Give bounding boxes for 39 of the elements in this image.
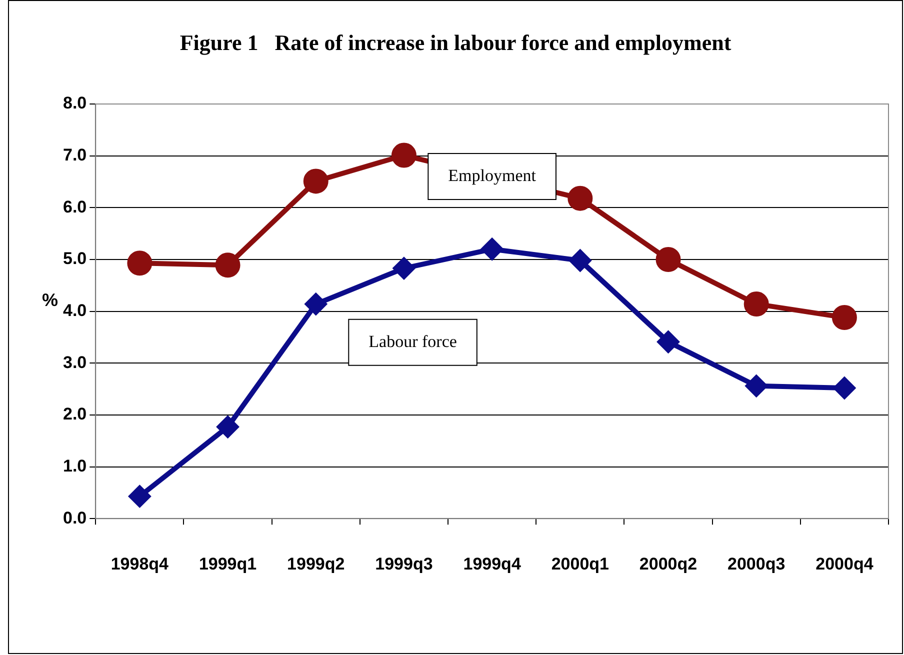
point: [568, 249, 592, 272]
text: Labour force: [368, 332, 457, 351]
point: [656, 246, 681, 272]
point: [215, 252, 240, 278]
point: [127, 250, 152, 276]
chart-title: Figure 1 Rate of increase in labour force and employment: [178, 30, 732, 56]
point: [392, 256, 416, 280]
y-tick-label: 2.0: [62, 404, 87, 424]
y-tick-label: 5.0: [62, 249, 87, 268]
x-tick-label: 1998q4: [110, 554, 170, 574]
x-tick-label: 1999q4: [463, 554, 522, 574]
y-tick-label: 4.0: [62, 300, 87, 320]
point: [480, 238, 504, 261]
point: [832, 376, 856, 400]
series-label: Employment: [448, 166, 536, 186]
x-tick-label: 2000q4: [816, 554, 874, 574]
point: [391, 142, 416, 168]
point: [744, 292, 769, 317]
point: [216, 415, 240, 438]
y-tick-label: 3.0: [62, 352, 87, 372]
x-tick-label: 2000q1: [551, 554, 609, 574]
point: [568, 186, 593, 211]
x-tick-label: 1999q3: [375, 554, 433, 574]
x-tick-label: 1999q1: [198, 554, 257, 574]
point: [832, 305, 857, 330]
y-tick-label: 1.0: [62, 456, 87, 476]
point: [128, 484, 152, 508]
point: [304, 292, 328, 316]
point: [656, 330, 680, 354]
y-axis-title: %: [42, 290, 58, 311]
x-tick-label: 2000q2: [639, 554, 698, 574]
y-tick-label: 7.0: [62, 146, 87, 165]
point: [744, 374, 768, 398]
y-tick-label: 0.0: [62, 508, 87, 528]
y-tick-label: 6.0: [62, 197, 87, 216]
x-tick-label: 2000q3: [728, 554, 786, 574]
y-tick-label: 8.0: [62, 94, 87, 113]
point: [303, 168, 328, 194]
x-tick-label: 1999q2: [287, 554, 345, 574]
